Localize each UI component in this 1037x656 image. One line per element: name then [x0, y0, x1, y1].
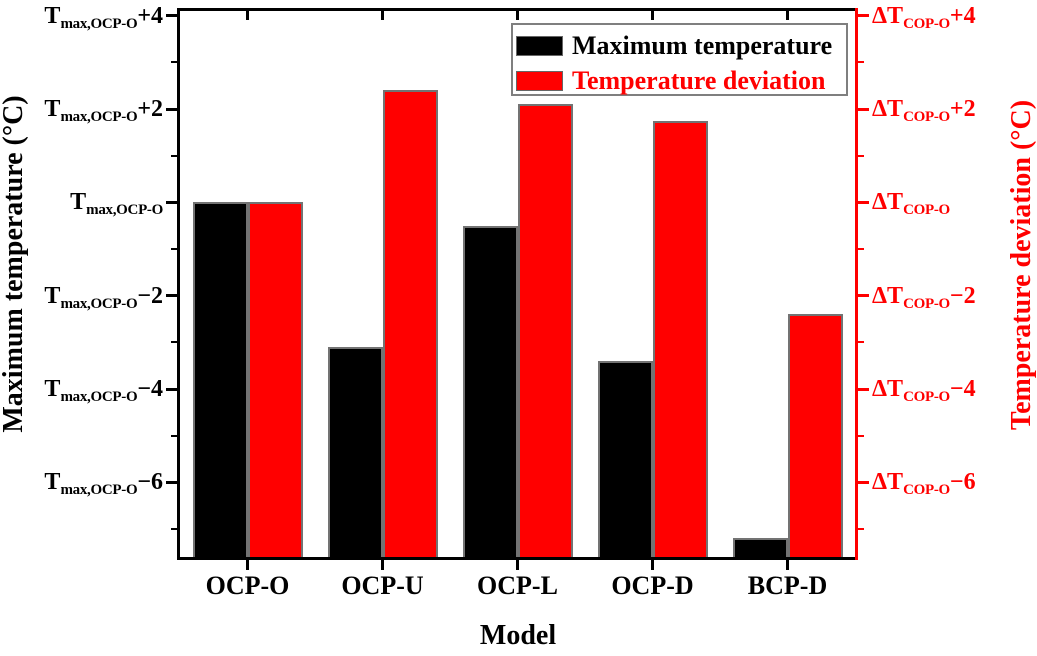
- legend-label: Temperature deviation: [572, 66, 826, 95]
- legend-label: Maximum temperature: [572, 31, 833, 60]
- bar-temperature-deviation-BCP-D: [787, 314, 843, 559]
- left-axis-tick-label: Tmax,OCP-O+4: [44, 2, 163, 32]
- legend-swatch-black: [516, 36, 563, 56]
- left-axis-minor-tick: [171, 528, 177, 530]
- left-axis-tick-label: Tmax,OCP-O−6: [44, 469, 163, 499]
- left-axis-minor-tick: [171, 341, 177, 344]
- right-axis-major-tick: [858, 200, 869, 204]
- left-axis-tick-label: Tmax,OCP-O+2: [44, 96, 163, 125]
- bar-temperature-deviation-OCP-U: [382, 90, 438, 559]
- right-axis-minor-tick: [858, 434, 864, 437]
- x-axis-category-label: OCP-D: [611, 571, 694, 600]
- bar-temperature-deviation-OCP-O: [247, 202, 303, 559]
- left-axis-title: Maximum temperature (°C): [0, 95, 29, 433]
- x-axis-bottom-tick: [651, 560, 654, 570]
- legend-item-maximum-temperature: Maximum temperature: [516, 33, 846, 59]
- bar-temperature-deviation-OCP-L: [517, 104, 573, 559]
- right-axis-tick-label: ΔTCOP-O+2: [872, 96, 976, 125]
- legend-item-temperature-deviation: Temperature deviation: [516, 68, 846, 94]
- x-axis-category-label: OCP-O: [205, 571, 290, 600]
- right-axis-major-tick: [858, 294, 869, 298]
- right-axis-major-tick: [858, 107, 869, 111]
- x-axis-top-tick: [516, 11, 519, 20]
- right-axis-minor-tick: [858, 341, 864, 344]
- x-axis-bottom-tick: [381, 560, 384, 570]
- x-axis-top-tick: [651, 11, 654, 20]
- left-axis-minor-tick: [171, 61, 177, 64]
- left-axis-tick-label: Tmax,OCP-O−2: [44, 282, 163, 312]
- legend: Maximum temperature Temperature deviatio…: [511, 23, 848, 96]
- right-axis-major-tick: [858, 14, 869, 18]
- right-axis-line: [855, 8, 858, 560]
- left-axis-major-tick: [166, 107, 177, 111]
- left-axis-minor-tick: [171, 248, 177, 250]
- right-axis-tick-label: ΔTCOP-O−4: [872, 376, 976, 405]
- x-axis-category-label: OCP-U: [341, 571, 424, 600]
- right-axis-minor-tick: [858, 154, 864, 157]
- right-axis-tick-label: ΔTCOP-O+4: [872, 2, 976, 32]
- left-axis-major-tick: [166, 200, 177, 204]
- x-axis-bottom-tick: [516, 560, 519, 570]
- bar-maximum-temperature-OCP-D: [597, 361, 653, 559]
- right-axis-tick-label: ΔTCOP-O: [872, 189, 950, 219]
- top-axis-line: [177, 8, 858, 11]
- x-axis-category-label: BCP-D: [747, 571, 828, 600]
- right-axis-tick-label: ΔTCOP-O−6: [872, 469, 976, 499]
- x-axis-bottom-tick: [786, 560, 789, 570]
- bar-temperature-deviation-OCP-D: [652, 120, 708, 559]
- right-axis-major-tick: [858, 480, 869, 484]
- left-axis-major-tick: [166, 480, 177, 484]
- bar-maximum-temperature-OCP-L: [462, 225, 518, 559]
- right-axis-tick-label: ΔTCOP-O−2: [872, 282, 976, 312]
- bar-maximum-temperature-BCP-D: [732, 538, 788, 559]
- right-axis-minor-tick: [858, 528, 864, 530]
- x-axis-category-label: OCP-L: [477, 571, 558, 600]
- bottom-axis-line: [177, 557, 858, 560]
- left-axis-minor-tick: [171, 434, 177, 437]
- left-axis-major-tick: [166, 294, 177, 298]
- x-axis-title: Model: [479, 620, 557, 651]
- x-axis-top-tick: [246, 11, 249, 20]
- x-axis-bottom-tick: [246, 560, 249, 570]
- right-axis-minor-tick: [858, 61, 864, 64]
- left-axis-tick-label: Tmax,OCP-O−4: [44, 376, 163, 405]
- right-axis-major-tick: [858, 387, 869, 391]
- left-axis-tick-label: Tmax,OCP-O: [70, 189, 163, 219]
- x-axis-top-tick: [381, 11, 384, 20]
- left-axis-major-tick: [166, 14, 177, 18]
- bar-maximum-temperature-OCP-U: [327, 347, 383, 559]
- bar-maximum-temperature-OCP-O: [192, 202, 248, 559]
- left-axis-minor-tick: [171, 154, 177, 157]
- right-axis-title: Temperature deviation (°C): [1006, 99, 1037, 431]
- left-axis-major-tick: [166, 387, 177, 391]
- x-axis-top-tick: [786, 11, 789, 20]
- right-axis-minor-tick: [858, 248, 864, 250]
- legend-swatch-red: [516, 71, 563, 91]
- left-axis-line: [177, 8, 180, 560]
